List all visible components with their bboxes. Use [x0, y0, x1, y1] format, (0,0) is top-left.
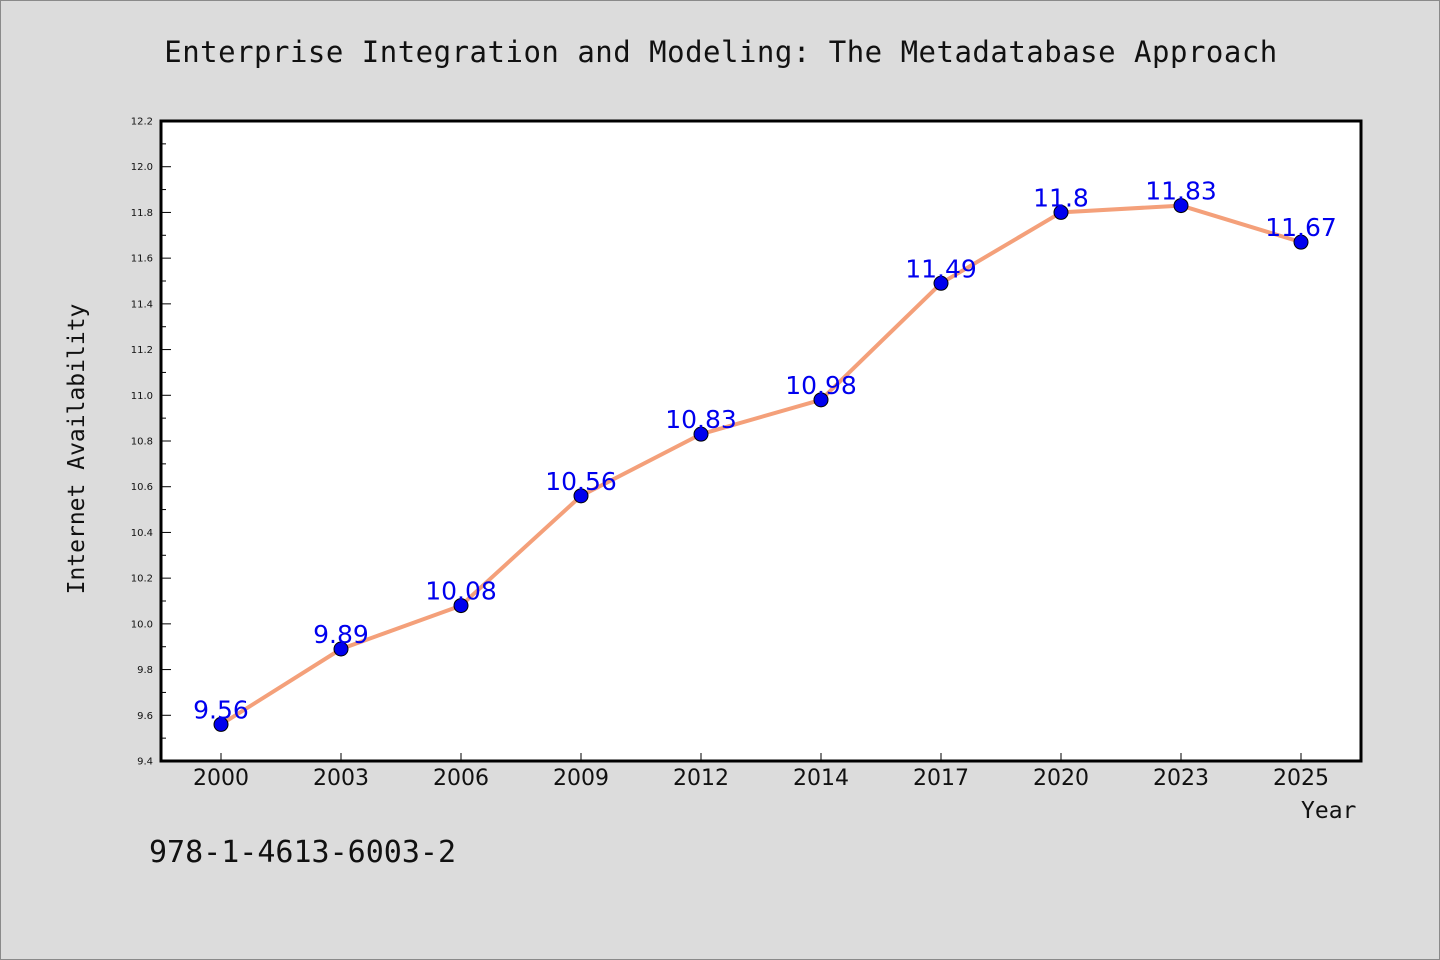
x-tick-label: 2000 [193, 766, 249, 791]
data-label: 11.49 [905, 254, 977, 283]
data-point [1293, 234, 1309, 250]
data-label: 11.83 [1145, 177, 1217, 206]
y-tick-label: 10.4 [131, 528, 153, 539]
x-tick-label: 2012 [673, 766, 729, 791]
data-label: 10.56 [545, 467, 617, 496]
y-tick-label: 9.4 [137, 757, 153, 768]
y-tick-label: 10.6 [131, 482, 153, 493]
x-tick-label: 2017 [913, 766, 969, 791]
data-label: 10.83 [665, 405, 737, 434]
series-line [219, 203, 1303, 727]
y-tick-label: 11.0 [131, 391, 153, 402]
x-tick-label: 2020 [1033, 766, 1089, 791]
x-axis-label: Year [1301, 798, 1357, 824]
data-label: 11.8 [1033, 183, 1089, 212]
y-tick-label: 12.2 [131, 117, 153, 128]
y-tick-label: 11.6 [131, 254, 153, 265]
y-tick-label: 12.0 [131, 162, 153, 173]
y-tick-label: 10.8 [131, 437, 153, 448]
x-tick-label: 2025 [1273, 766, 1329, 791]
y-tick-label: 9.8 [137, 665, 153, 676]
data-point [813, 392, 829, 408]
y-tick-label: 11.4 [131, 299, 153, 310]
data-point [1053, 204, 1069, 220]
y-tick-label: 10.2 [131, 574, 153, 585]
isbn-annotation: 978-1-4613-6003-2 [149, 835, 457, 870]
y-tick-label: 9.6 [137, 711, 153, 722]
plot-area: 9.4 9.6 9.8 10.0 10.2 10.4 10.6 10.8 11.0 11.2 11.… [131, 117, 1363, 791]
data-point [573, 488, 589, 504]
x-tick-label: 2006 [433, 766, 489, 791]
y-tick-label: 11.8 [131, 208, 153, 219]
x-tick-label: 2023 [1153, 766, 1209, 791]
data-label: 10.08 [425, 577, 497, 606]
data-label: 9.89 [313, 620, 369, 649]
data-label: 9.56 [193, 695, 249, 724]
chart-title: Enterprise Integration and Modeling: The… [164, 35, 1278, 69]
x-tick-label: 2014 [793, 766, 849, 791]
data-point [453, 598, 469, 614]
data-label: 11.67 [1265, 213, 1337, 242]
data-point [693, 426, 709, 442]
plot-frame [159, 119, 1363, 763]
x-tick-label: 2003 [313, 766, 369, 791]
plot-background [161, 121, 1361, 761]
data-point [1173, 198, 1189, 214]
y-tick-label: 11.2 [131, 345, 153, 356]
data-label: 10.98 [785, 371, 857, 400]
y-tick-label: 10.0 [131, 619, 153, 630]
data-point [333, 641, 349, 657]
data-point [213, 716, 229, 732]
x-tick-label: 2009 [553, 766, 609, 791]
data-point [933, 275, 949, 291]
